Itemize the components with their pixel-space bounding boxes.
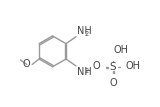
Text: O: O bbox=[93, 61, 101, 71]
Text: O: O bbox=[109, 78, 117, 88]
Text: S: S bbox=[110, 62, 116, 72]
Text: NH: NH bbox=[77, 26, 92, 36]
Text: 2: 2 bbox=[84, 31, 88, 37]
Text: 2: 2 bbox=[84, 68, 88, 74]
Text: NH: NH bbox=[77, 67, 92, 77]
Text: OH: OH bbox=[125, 61, 140, 71]
Text: O: O bbox=[22, 59, 30, 69]
Text: OH: OH bbox=[114, 45, 129, 55]
